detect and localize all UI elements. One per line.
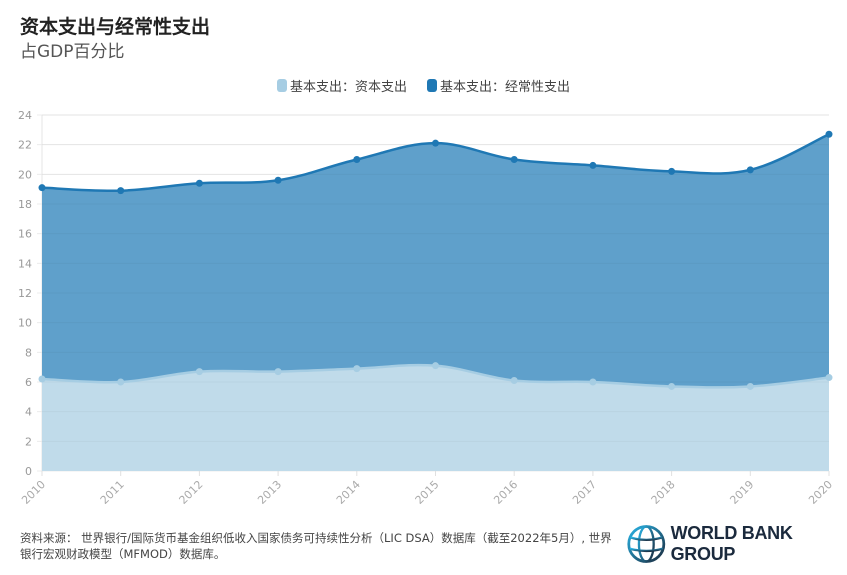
data-point-current[interactable]	[195, 179, 203, 187]
globe-icon	[627, 525, 666, 563]
source-note: 资料来源： 世界银行/国际货币基金组织低收入国家债务可持续性分析（LIC DSA…	[20, 530, 620, 562]
data-point-current[interactable]	[274, 176, 282, 184]
world-bank-logo: WORLD BANK GROUP	[626, 522, 847, 566]
y-tick-label: 6	[25, 376, 32, 389]
data-point-current[interactable]	[825, 130, 833, 138]
y-tick-label: 8	[25, 346, 32, 359]
data-point-current[interactable]	[38, 184, 46, 192]
chart-subtitle: 占GDP百分比	[20, 42, 125, 62]
data-point-capital[interactable]	[510, 377, 518, 385]
y-tick-label: 24	[18, 109, 32, 122]
data-point-current[interactable]	[668, 167, 676, 175]
data-point-capital[interactable]	[746, 382, 754, 390]
legend-swatch-capital	[276, 79, 287, 92]
x-tick-label: 2015	[413, 478, 442, 507]
legend-label-current: 基本支出：经常性支出	[440, 80, 571, 95]
data-point-capital[interactable]	[353, 365, 361, 373]
x-tick-label: 2010	[19, 478, 48, 507]
legend-label-capital: 基本支出：资本支出	[289, 80, 407, 95]
data-point-capital[interactable]	[589, 378, 597, 386]
source-line-1: 资料来源： 世界银行/国际货币基金组织低收入国家债务可持续性分析（LIC DSA…	[20, 531, 612, 545]
y-tick-label: 16	[18, 228, 32, 241]
x-tick-label: 2011	[98, 478, 127, 507]
x-tick-label: 2019	[727, 478, 756, 507]
logo-text: WORLD BANK GROUP	[670, 523, 793, 564]
data-point-current[interactable]	[746, 166, 754, 174]
data-point-capital[interactable]	[117, 378, 125, 386]
y-tick-label: 10	[18, 317, 32, 330]
y-tick-label: 0	[25, 465, 32, 478]
y-tick-label: 12	[18, 287, 32, 300]
data-point-capital[interactable]	[825, 374, 833, 382]
x-tick-label: 2016	[491, 478, 520, 507]
legend-item-current[interactable]: 基本支出：经常性支出	[427, 76, 570, 95]
y-tick-label: 4	[25, 406, 32, 419]
x-tick-label: 2017	[570, 478, 599, 507]
y-tick-label: 22	[18, 139, 32, 152]
x-tick-label: 2014	[334, 478, 363, 507]
area-capital	[42, 365, 829, 471]
y-tick-label: 14	[18, 257, 32, 270]
data-point-capital[interactable]	[274, 368, 282, 376]
y-tick-label: 20	[18, 168, 32, 181]
data-point-capital[interactable]	[38, 375, 46, 383]
data-point-capital[interactable]	[195, 368, 203, 376]
data-point-current[interactable]	[432, 139, 439, 147]
chart-title: 资本支出与经常性支出	[20, 16, 211, 38]
data-point-current[interactable]	[117, 187, 125, 195]
x-tick-label: 2020	[806, 478, 835, 507]
x-tick-label: 2013	[255, 478, 284, 507]
x-tick-label: 2012	[177, 478, 206, 507]
data-point-capital[interactable]	[668, 382, 676, 390]
chart-legend: 基本支出：资本支出 基本支出：经常性支出	[0, 76, 847, 95]
data-point-capital[interactable]	[432, 362, 439, 370]
y-tick-label: 2	[25, 435, 32, 448]
data-point-current[interactable]	[589, 161, 597, 169]
legend-item-capital[interactable]: 基本支出：资本支出	[276, 76, 407, 95]
legend-swatch-current	[427, 79, 437, 92]
source-line-2: 银行宏观财政模型（MFMOD）数据库。	[20, 547, 226, 561]
x-tick-label: 2018	[649, 478, 678, 507]
y-tick-label: 18	[18, 198, 32, 211]
data-point-current[interactable]	[510, 156, 518, 163]
data-point-current[interactable]	[353, 156, 361, 163]
